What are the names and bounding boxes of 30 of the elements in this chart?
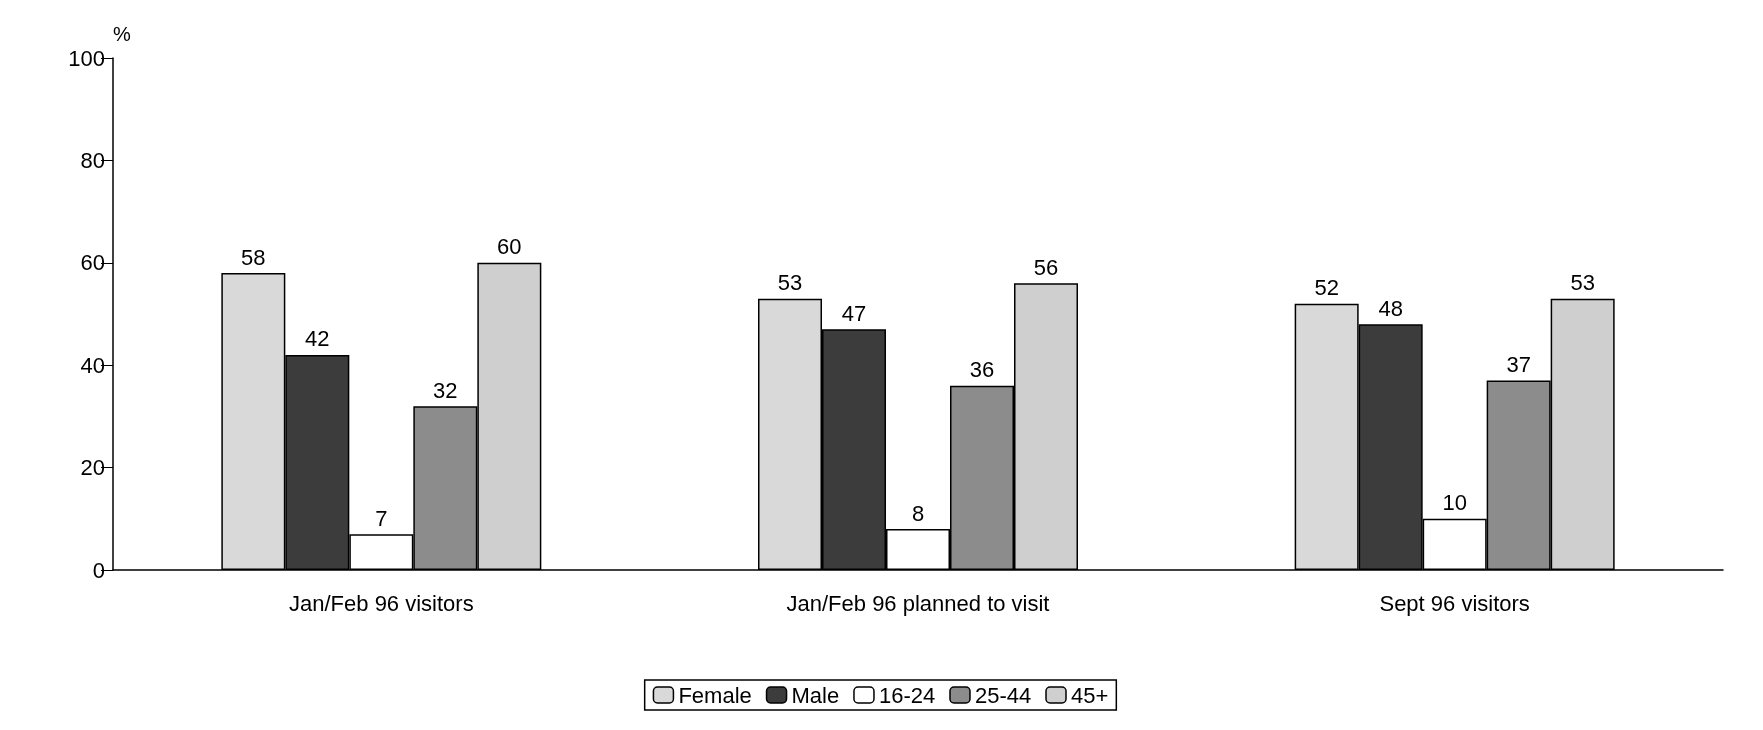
data-label: 8 (911, 500, 925, 526)
data-label: 52 (1314, 275, 1339, 301)
legend-label: Male (791, 682, 840, 708)
data-label: 7 (375, 505, 388, 531)
y-tick-label: 0 (92, 557, 105, 583)
data-label: 58 (241, 244, 266, 270)
data-label: 32 (433, 377, 458, 403)
legend-label: Female (678, 682, 752, 708)
data-label: 60 (497, 234, 522, 260)
y-tick-label: 40 (80, 352, 105, 378)
x-tick-label: Jan/Feb 96 visitors (289, 590, 474, 616)
data-label: 47 (841, 300, 867, 326)
legend-label: 16-24 (878, 682, 936, 708)
y-axis-title: % (113, 23, 131, 45)
legend-label: 25-44 (974, 682, 1032, 708)
y-tick-label: 20 (80, 455, 105, 481)
y-tick-label: 80 (80, 147, 105, 173)
x-tick-label: Jan/Feb 96 planned to visit (786, 590, 1050, 616)
data-label: 48 (1378, 295, 1403, 321)
legend-label: 45+ (1071, 682, 1109, 708)
data-label: 10 (1442, 490, 1467, 516)
x-tick-label: Sept 96 visitors (1379, 590, 1530, 616)
data-label: 56 (1033, 254, 1059, 280)
y-tick-label: 100 (68, 45, 105, 71)
data-label: 42 (305, 326, 330, 352)
data-label: 53 (1570, 270, 1595, 296)
data-label: 36 (969, 357, 995, 383)
data-label: 37 (1506, 352, 1531, 378)
data-label: 53 (777, 270, 803, 296)
y-tick-label: 60 (80, 250, 105, 276)
